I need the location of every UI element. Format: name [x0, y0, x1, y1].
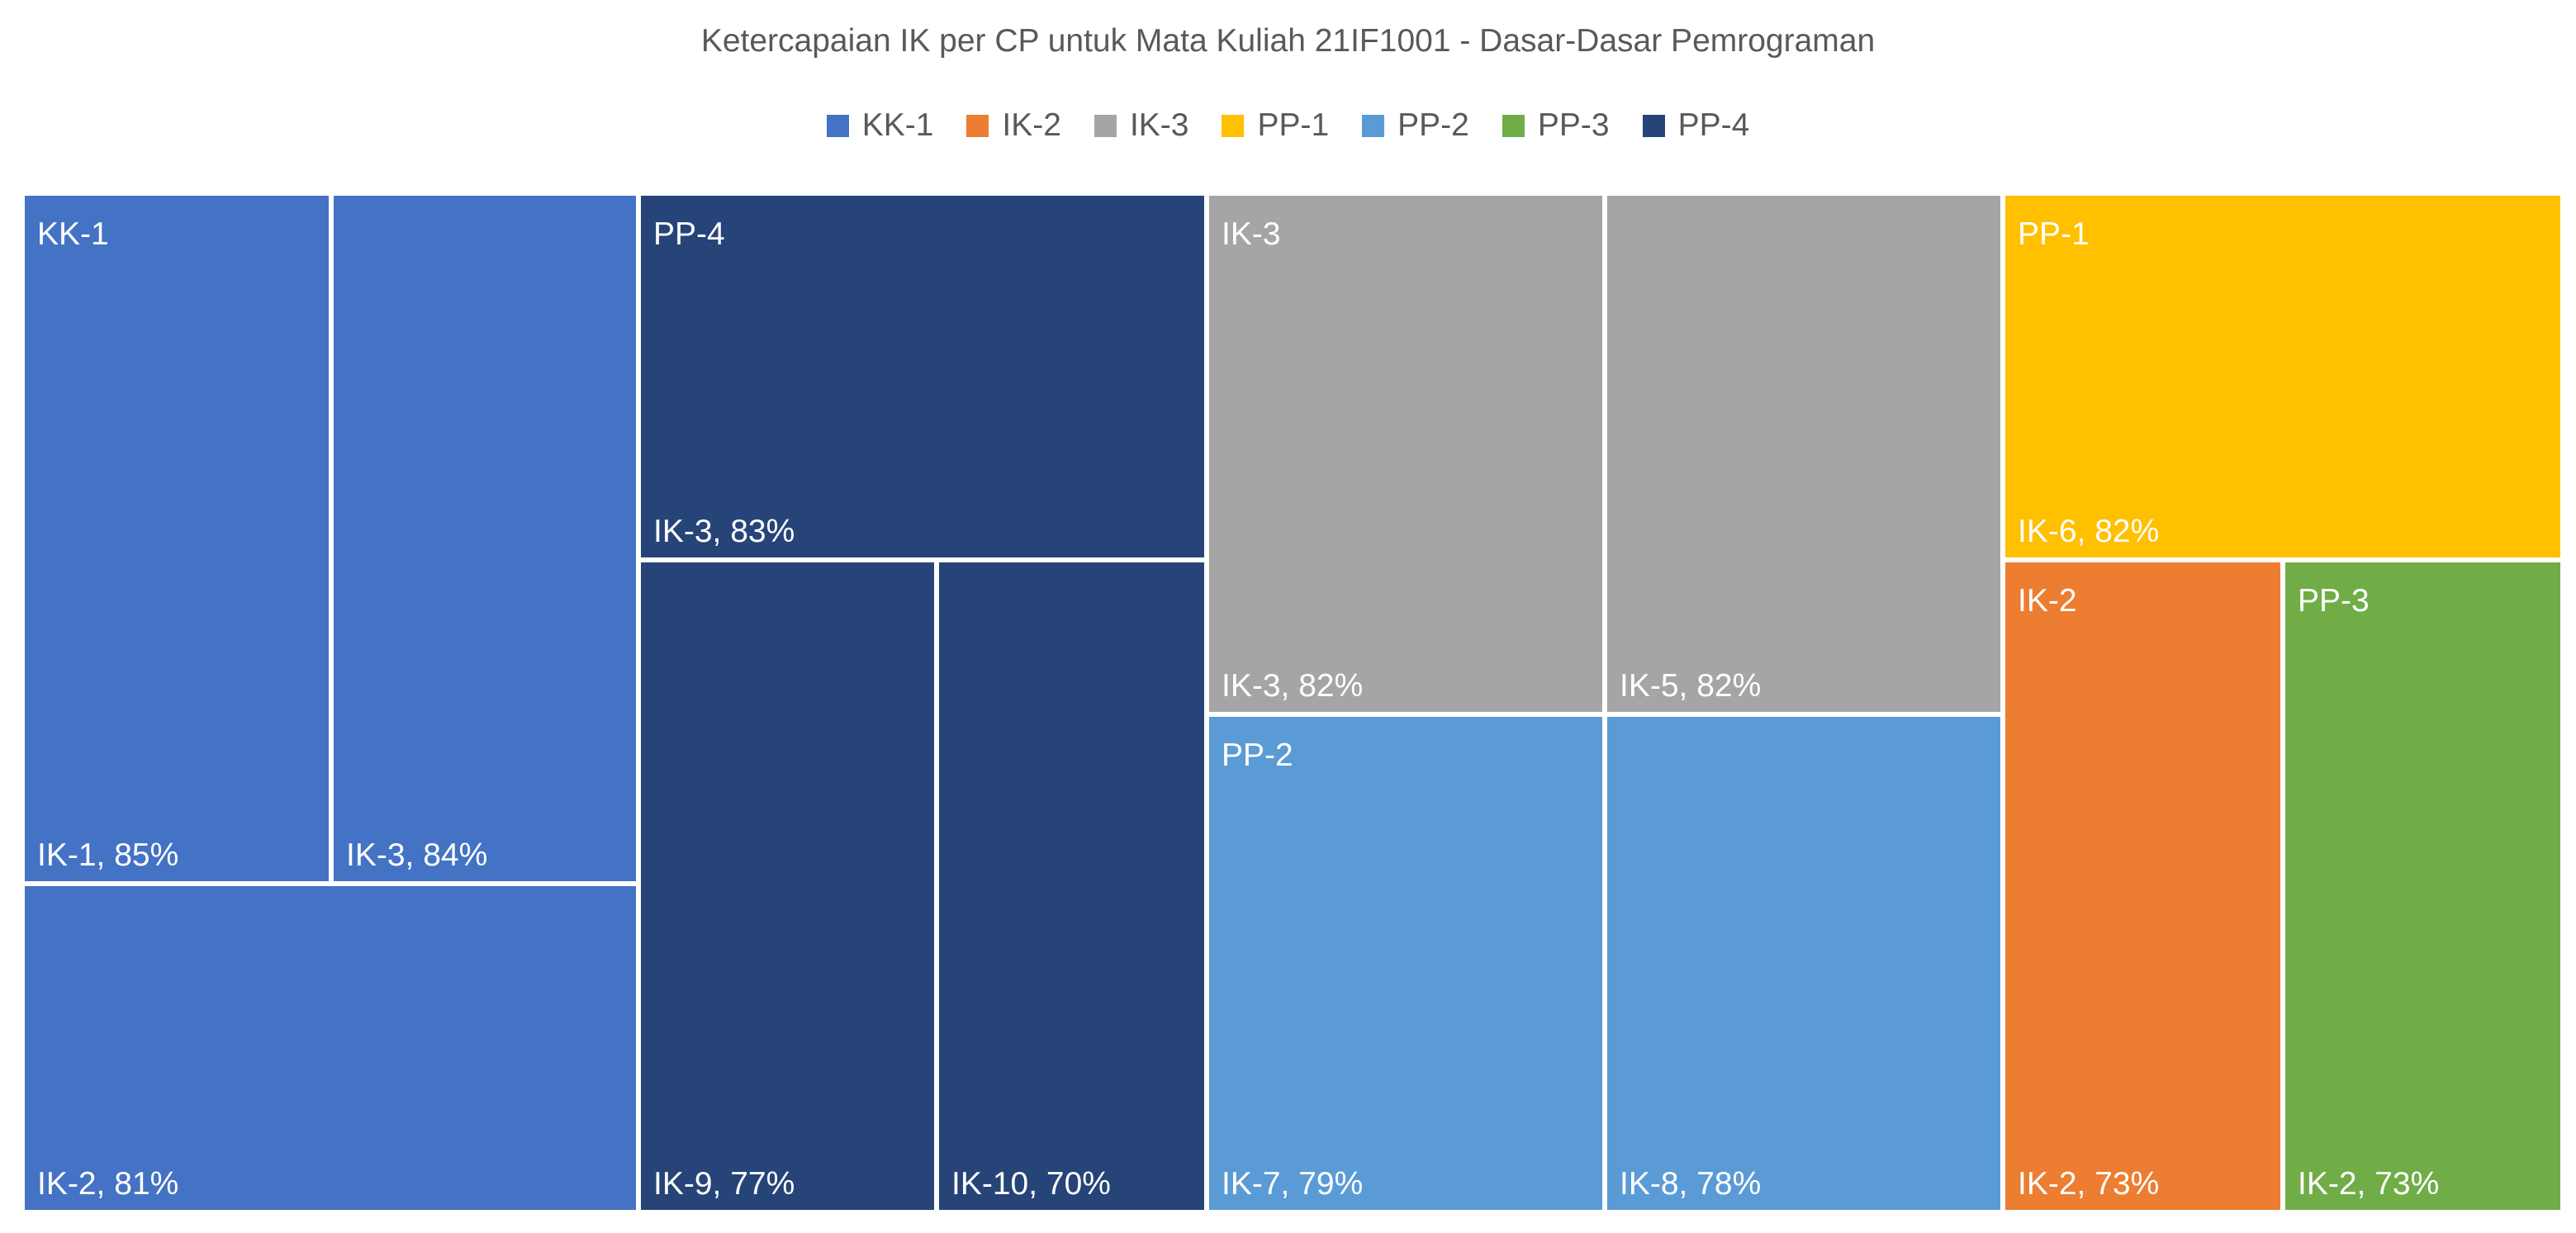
- legend-swatch: [1642, 114, 1665, 137]
- legend-label: KK-1: [861, 107, 934, 143]
- legend-label: PP-1: [1257, 107, 1330, 143]
- treemap-tile[interactable]: [25, 196, 329, 881]
- treemap-tile[interactable]: [25, 886, 636, 1210]
- treemap-tile[interactable]: [641, 196, 1204, 557]
- legend-item-ik-2[interactable]: IK-2: [966, 107, 1061, 144]
- data-label: IK-8, 78%: [1620, 1166, 1761, 1202]
- legend-item-kk-1[interactable]: KK-1: [826, 107, 934, 144]
- legend-swatch: [966, 114, 989, 137]
- legend-item-pp-4[interactable]: PP-4: [1642, 107, 1750, 144]
- data-label: IK-6, 82%: [2018, 514, 2159, 549]
- data-label: IK-5, 82%: [1620, 668, 1761, 704]
- data-label: IK-2, 73%: [2018, 1166, 2159, 1202]
- legend-label: PP-4: [1677, 107, 1750, 143]
- treemap-tile[interactable]: [2285, 562, 2560, 1210]
- data-label: IK-10, 70%: [951, 1166, 1111, 1202]
- group-label: PP-4: [653, 216, 725, 252]
- legend-swatch: [1362, 114, 1385, 137]
- data-label: IK-2, 73%: [2298, 1166, 2439, 1202]
- treemap-tile[interactable]: [1607, 717, 2000, 1210]
- group-label: PP-3: [2298, 583, 2370, 619]
- legend-item-ik-3[interactable]: IK-3: [1093, 107, 1189, 144]
- legend-item-pp-2[interactable]: PP-2: [1362, 107, 1469, 144]
- data-label: IK-2, 81%: [37, 1166, 178, 1202]
- chart-legend: KK-1 IK-2 IK-3 PP-1 PP-2 PP-3 PP-4: [0, 107, 2576, 144]
- data-label: IK-1, 85%: [37, 837, 178, 873]
- legend-swatch: [1093, 114, 1117, 137]
- group-label: IK-3: [1222, 216, 1281, 252]
- legend-swatch: [826, 114, 849, 137]
- treemap-tile[interactable]: [2005, 562, 2280, 1210]
- legend-item-pp-1[interactable]: PP-1: [1222, 107, 1329, 144]
- treemap-tile[interactable]: [334, 196, 636, 881]
- legend-label: IK-2: [1002, 107, 1061, 143]
- legend-label: IK-3: [1129, 107, 1189, 143]
- data-label: IK-7, 79%: [1222, 1166, 1363, 1202]
- group-label: PP-2: [1222, 737, 1293, 773]
- group-label: PP-1: [2018, 216, 2090, 252]
- treemap-tile[interactable]: [1209, 196, 1602, 712]
- legend-swatch: [1501, 114, 1525, 137]
- treemap-tile[interactable]: [1607, 196, 2000, 712]
- treemap-tile[interactable]: [1209, 717, 1602, 1210]
- data-label: IK-3, 82%: [1222, 668, 1363, 704]
- treemap-tile[interactable]: [641, 562, 934, 1210]
- data-label: IK-3, 84%: [346, 837, 487, 873]
- data-label: IK-3, 83%: [653, 514, 795, 549]
- group-label: IK-2: [2018, 583, 2077, 619]
- legend-label: PP-2: [1397, 107, 1469, 143]
- legend-label: PP-3: [1537, 107, 1610, 143]
- treemap-tile[interactable]: [939, 562, 1204, 1210]
- data-label: IK-9, 77%: [653, 1166, 795, 1202]
- group-label: KK-1: [37, 216, 109, 252]
- legend-swatch: [1222, 114, 1245, 137]
- treemap-tile[interactable]: [2005, 196, 2560, 557]
- legend-item-pp-3[interactable]: PP-3: [1501, 107, 1610, 144]
- chart-title: Ketercapaian IK per CP untuk Mata Kuliah…: [700, 23, 1876, 59]
